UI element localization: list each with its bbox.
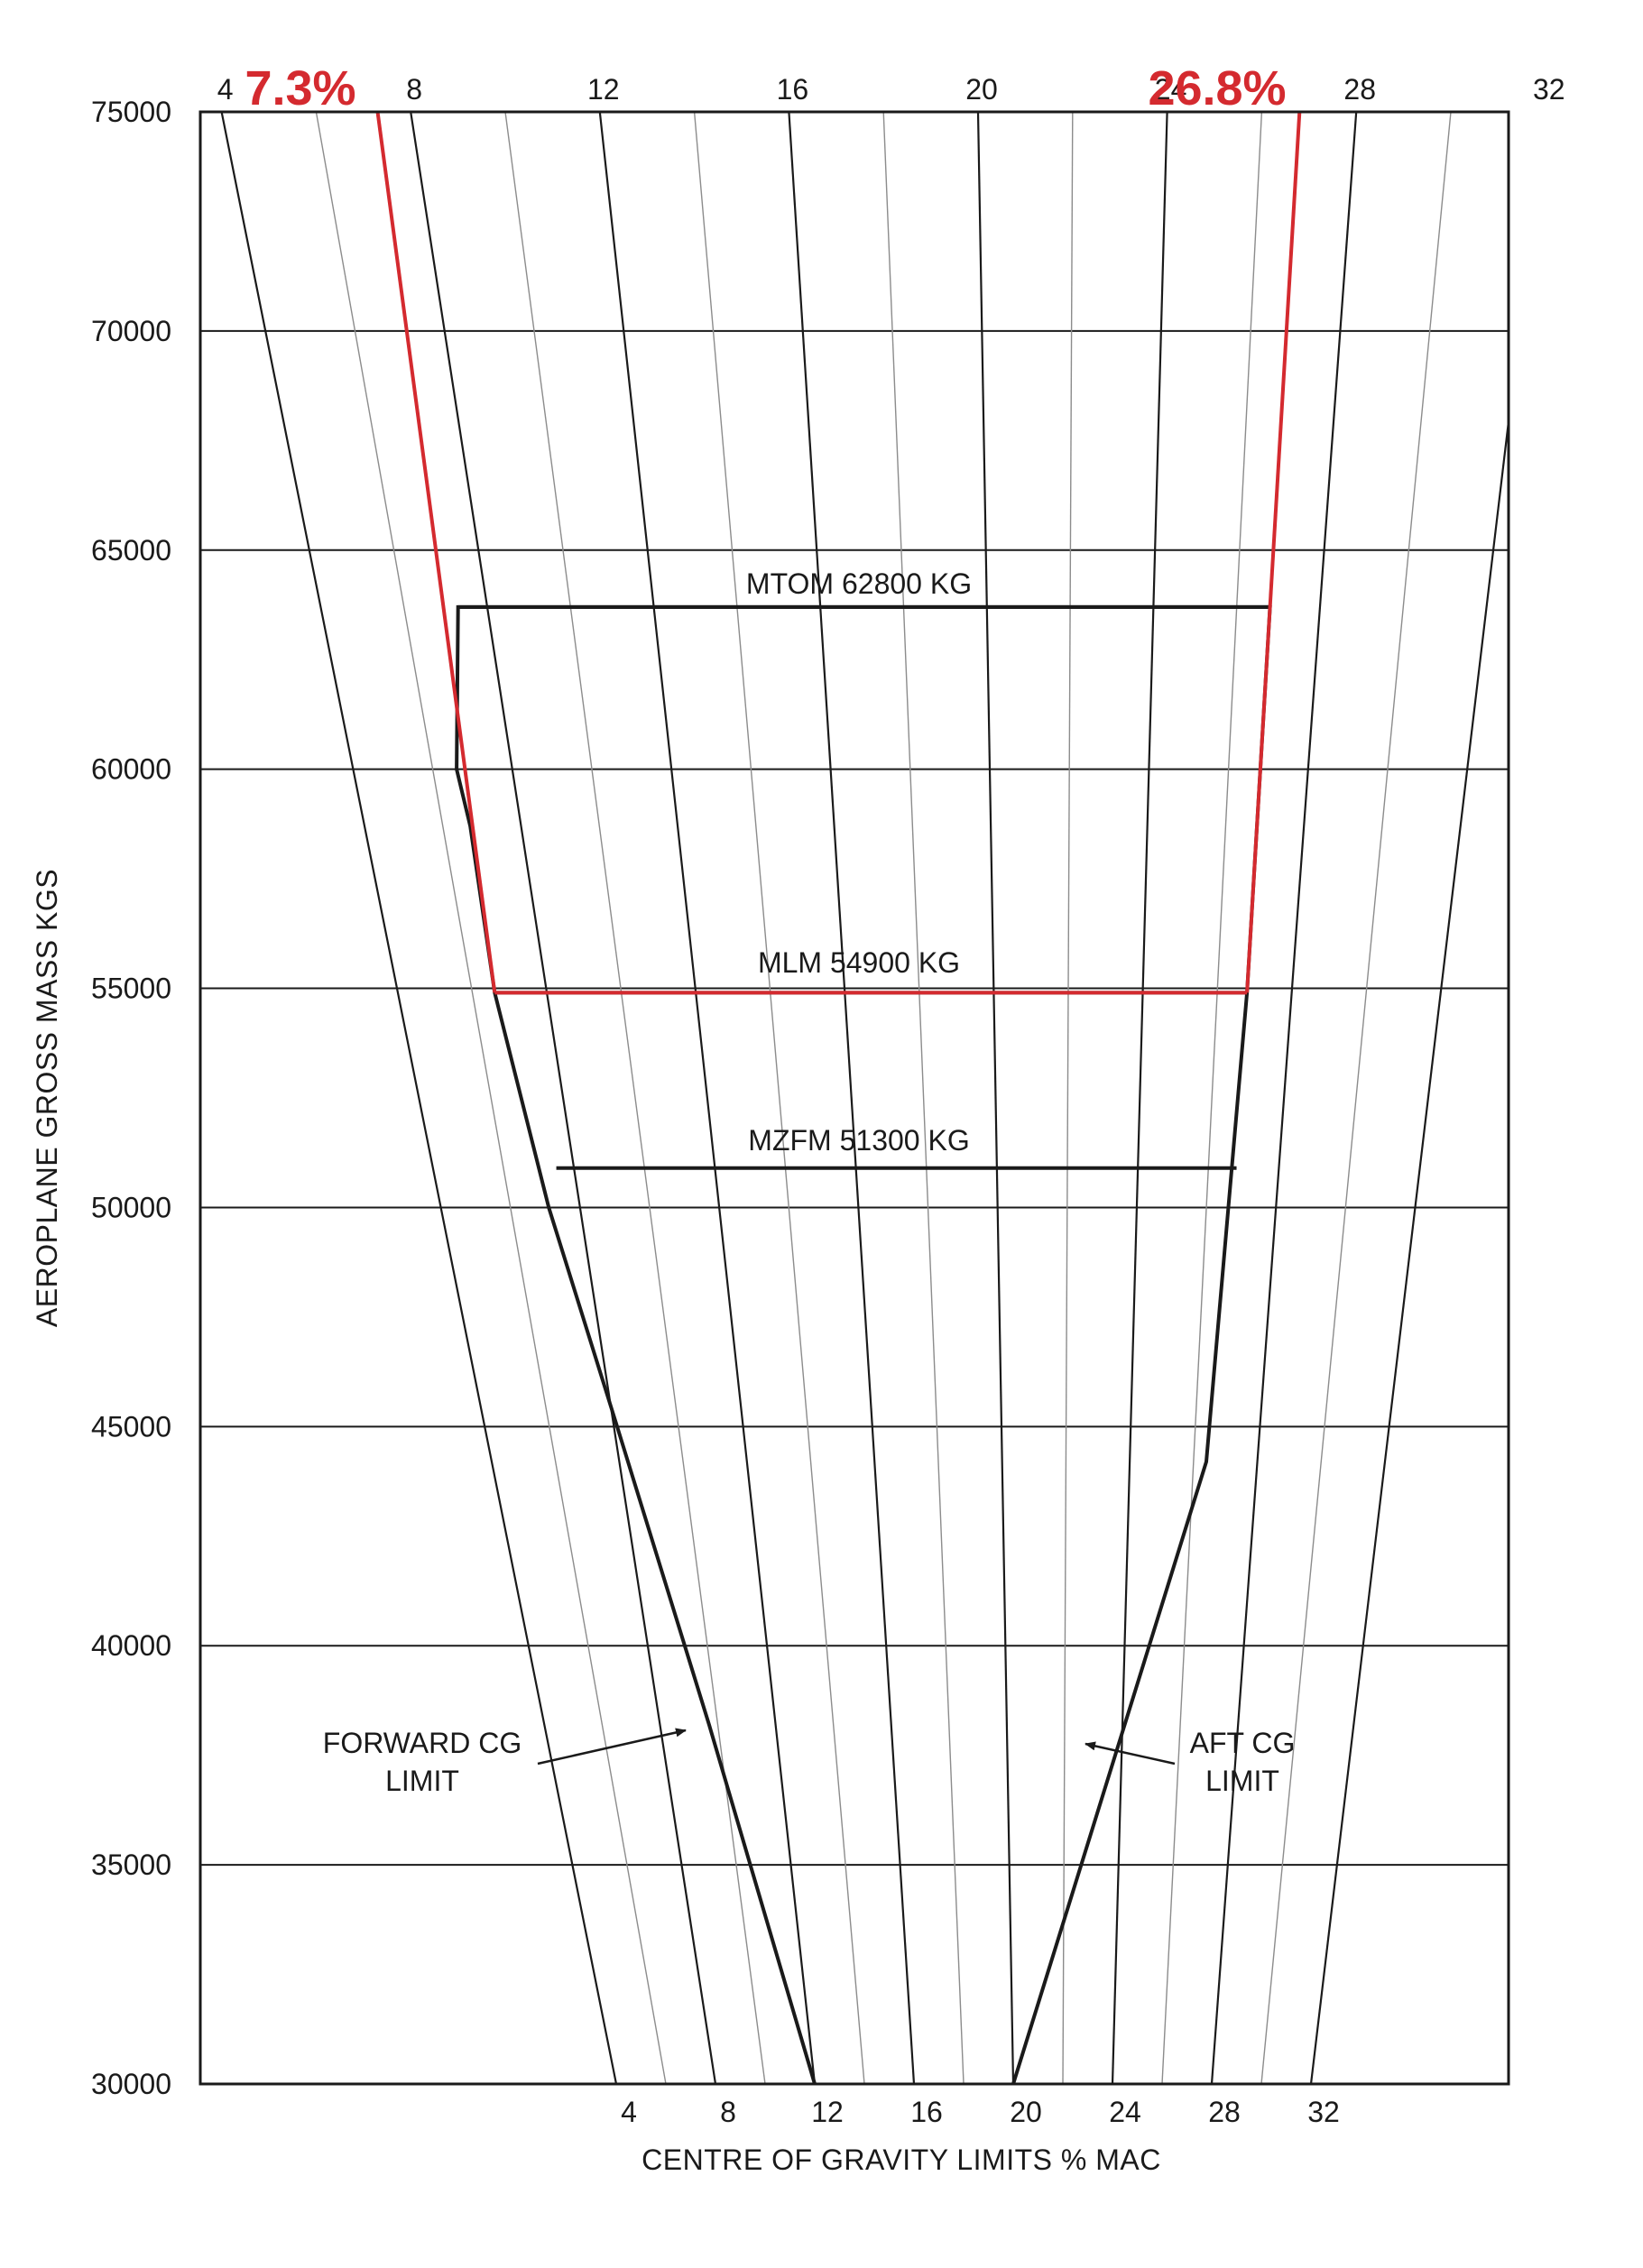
- y-tick-30000: 30000: [91, 2068, 171, 2100]
- top-mac-label-28: 28: [1343, 73, 1376, 106]
- major-mac-line-8: [410, 111, 717, 2085]
- major-mac-line-28: [1210, 111, 1358, 2085]
- plot-frame: [198, 110, 1510, 2086]
- mzfm-label: MZFM 51300 KG: [748, 1124, 969, 1157]
- bottom-mac-label-20: 20: [1010, 2096, 1042, 2128]
- y-tick-55000: 55000: [91, 973, 171, 1005]
- y-tick-35000: 35000: [91, 1849, 171, 1881]
- minor-mac-line-18: [882, 111, 965, 2085]
- top-mac-label-20: 20: [965, 73, 998, 106]
- bottom-mac-label-4: 4: [621, 2096, 637, 2128]
- forward-cg-limit-label-line1: FORWARD CG: [323, 1727, 522, 1759]
- bottom-mac-label-12: 12: [811, 2096, 844, 2128]
- major-mac-line-16: [788, 111, 916, 2085]
- envelope-outline: [455, 604, 1272, 2085]
- bottom-mac-label-8: 8: [720, 2096, 736, 2128]
- bottom-mac-label-28: 28: [1208, 2096, 1241, 2128]
- bottom-mac-label-32: 32: [1307, 2096, 1340, 2128]
- mtom-label: MTOM 62800 KG: [746, 567, 972, 600]
- minor-mac-line-10: [504, 111, 766, 2085]
- x-axis-title: CENTRE OF GRAVITY LIMITS % MAC: [642, 2144, 1161, 2176]
- bottom-mac-labels: 4 8 12 16 20 24 28 32: [621, 2096, 1340, 2128]
- mac-index-lines: [220, 111, 1510, 2085]
- top-mac-label-12: 12: [587, 73, 620, 106]
- minor-mac-line-22: [1062, 111, 1074, 2085]
- y-tick-60000: 60000: [91, 753, 171, 786]
- y-tick-45000: 45000: [91, 1410, 171, 1443]
- minor-mac-line-26: [1161, 111, 1263, 2085]
- major-mac-line-24: [1111, 111, 1168, 2085]
- top-mac-label-24: 24: [1155, 73, 1187, 106]
- y-tick-40000: 40000: [91, 1629, 171, 1662]
- y-axis-tick-labels: 75000 70000 65000 60000 55000 50000 45000 40000…: [91, 96, 171, 2100]
- minor-mac-line-6: [315, 111, 667, 2085]
- cg-envelope: [455, 604, 1272, 2085]
- top-mac-label-4: 4: [217, 73, 234, 106]
- red-forward-limit-line: [375, 111, 497, 993]
- minor-mac-line-14: [693, 111, 865, 2085]
- top-mac-labels: 4 8 12 16 20 24 28 32: [217, 73, 1565, 106]
- aft-cg-limit-label-line1: AFT CG: [1190, 1727, 1296, 1759]
- aft-cg-limit-label-line2: LIMIT: [1205, 1765, 1279, 1797]
- major-mac-line-20: [976, 111, 1015, 2085]
- bottom-mac-label-16: 16: [910, 2096, 943, 2128]
- forward-limit-percent-label: 7.3%: [245, 61, 355, 115]
- y-axis-title: AEROPLANE GROSS MASS KGS: [31, 869, 63, 1327]
- forward-cg-arrow: [537, 1728, 687, 1766]
- major-mac-line-32: [1309, 421, 1510, 2085]
- aft-cg-arrow: [1085, 1741, 1176, 1766]
- y-tick-75000: 75000: [91, 96, 171, 128]
- y-tick-65000: 65000: [91, 534, 171, 567]
- minor-mac-line-30: [1260, 111, 1452, 2085]
- y-tick-70000: 70000: [91, 315, 171, 347]
- top-mac-label-8: 8: [406, 73, 422, 106]
- y-tick-50000: 50000: [91, 1191, 171, 1223]
- red-aft-limit-line: [1245, 111, 1302, 993]
- forward-cg-limit-label-line2: LIMIT: [385, 1765, 459, 1797]
- major-mac-line-4: [220, 111, 618, 2085]
- bottom-mac-label-24: 24: [1109, 2096, 1141, 2128]
- aft-limit-percent-label: 26.8%: [1148, 61, 1286, 115]
- mlm-label: MLM 54900 KG: [758, 946, 960, 979]
- horizontal-gridlines: [200, 329, 1509, 1867]
- top-mac-label-16: 16: [777, 73, 809, 106]
- top-mac-label-32: 32: [1533, 73, 1565, 106]
- red-cg-limits: [375, 111, 1302, 995]
- major-mac-line-12: [598, 111, 817, 2085]
